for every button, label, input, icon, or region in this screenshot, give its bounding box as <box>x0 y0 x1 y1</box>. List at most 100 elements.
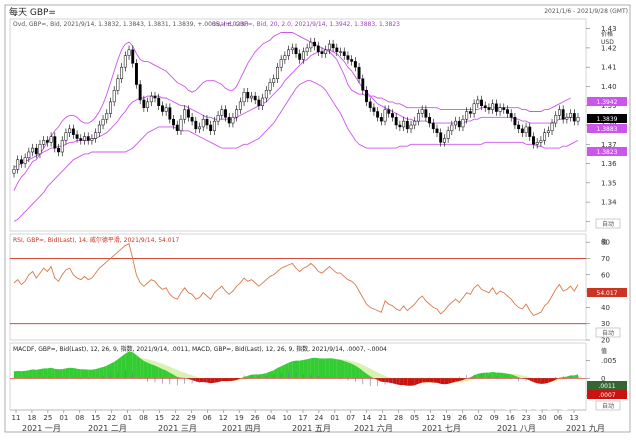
price-tick-label: 1.39 <box>601 102 617 110</box>
candle-body <box>576 117 580 122</box>
macd-area-segment <box>281 364 285 379</box>
rsi-tag-text: 54.017 <box>597 290 618 297</box>
macd-area-segment <box>570 375 575 379</box>
mid-band-tag-text: 1.3883 <box>597 126 618 133</box>
macd-area-segment <box>114 359 118 379</box>
price-auto-button[interactable] <box>595 218 621 229</box>
candle-body <box>242 91 246 103</box>
currency-label: USD <box>601 39 614 46</box>
macd-area-segment <box>40 368 44 379</box>
rsi-auto-button[interactable] <box>595 327 621 338</box>
candle-body <box>379 117 383 122</box>
candle-body <box>331 43 335 49</box>
macd-area-segment <box>225 378 230 382</box>
bband-legend: BBand, GBP=, Bid, 20, 2.0, 2021/9/14, 1.… <box>212 21 400 28</box>
macd-area-segment <box>544 378 549 384</box>
macd-area-segment <box>84 369 89 379</box>
macd-auto-button[interactable] <box>595 400 621 411</box>
macd-area-segment <box>429 378 434 383</box>
candle-body <box>398 124 402 128</box>
price-tick-label: 1.42 <box>601 44 617 52</box>
candle-body <box>272 78 276 83</box>
candle-body <box>86 136 90 141</box>
day-tick-label: 12 <box>219 414 228 422</box>
candle-body <box>190 117 194 122</box>
macd-area-segment <box>62 368 66 379</box>
day-tick-label: 23 <box>522 414 531 422</box>
macd-area-segment <box>333 358 337 379</box>
candle-body <box>287 49 291 56</box>
day-tick-label: 10 <box>283 414 292 422</box>
price-tick-label: 1.40 <box>601 83 617 91</box>
candle-body <box>134 63 138 85</box>
candle-body <box>12 169 16 174</box>
macd-area-segment <box>385 378 389 383</box>
candle-body <box>112 90 116 103</box>
day-tick-label: 01 <box>59 414 68 422</box>
candle-body <box>320 51 324 54</box>
candle-body <box>298 53 302 60</box>
macd-area-segment <box>121 353 126 379</box>
macd-area-segment <box>399 378 404 385</box>
time-axis: 11 18 25 01 08 15 22 01 08 15 22 29 06 12 19 26 04 10 17 24… <box>10 409 605 433</box>
macd-area-segment <box>203 378 207 383</box>
candle-body <box>246 91 250 99</box>
lower-band-line <box>13 80 579 222</box>
rsi-panel: RSI, GBP=, Bid(Last), 14, 威尔德平滑, 2021/9/… <box>9 233 627 345</box>
candle-body <box>160 105 164 112</box>
candle-body <box>480 99 483 106</box>
upper-band-line <box>13 32 571 191</box>
candle-body <box>365 90 368 103</box>
macd-area-segment <box>21 370 26 379</box>
candle-body <box>19 159 23 164</box>
month-label: 2021 三月 <box>158 424 197 433</box>
macd-area-segment <box>303 359 308 379</box>
day-tick-label: 22 <box>107 414 116 422</box>
macd-area-segment <box>25 370 29 379</box>
rsi-tick-label: 70 <box>601 255 610 263</box>
macd-area-segment <box>514 375 519 379</box>
macd-area-segment <box>488 371 493 379</box>
day-tick-label: 08 <box>75 414 84 422</box>
candle-body <box>487 107 491 110</box>
candle-body <box>257 99 261 106</box>
macd-area-segment <box>232 378 237 381</box>
month-label: 2021 七月 <box>422 424 461 433</box>
candle-body <box>201 118 205 128</box>
rsi-tick-label: 20 <box>601 337 610 345</box>
macd-area-segment <box>28 369 33 379</box>
price-axis-label: 价格 <box>601 30 613 38</box>
macd-area-segment <box>485 372 489 379</box>
macd-area-segment <box>344 361 348 379</box>
macd-area-segment <box>136 355 141 379</box>
macd-area-segment <box>448 378 452 384</box>
price-panel-frame <box>9 18 587 232</box>
watermark: FX678 <box>504 393 571 415</box>
candle-body <box>424 109 428 118</box>
candle-body <box>290 47 294 51</box>
price-tick-label: 1.37 <box>601 141 617 149</box>
day-tick-label: 16 <box>506 414 515 422</box>
month-label: 2021 一月 <box>22 424 61 433</box>
macd-area-segment <box>526 378 530 381</box>
candle-body <box>38 144 42 155</box>
last-price-tag <box>587 114 627 123</box>
price-tags: 1.3942 1.3839 1.3883 1.3823 <box>587 97 627 156</box>
macd-area-segment <box>210 378 215 384</box>
candle-body <box>175 124 179 132</box>
macd-area-segment <box>548 378 552 383</box>
macd-tag-2 <box>587 390 627 399</box>
candle-body <box>513 117 517 126</box>
candle-body <box>49 136 53 143</box>
candle-body <box>405 120 409 130</box>
macd-area-segment <box>54 368 59 379</box>
macd-area-segment <box>151 364 155 379</box>
candle-body <box>79 138 83 141</box>
price-tick-label: 1.43 <box>601 25 617 33</box>
candle-body <box>120 66 124 79</box>
macd-value-label: 值 <box>601 347 607 355</box>
rsi-tick-label: 40 <box>601 304 610 312</box>
candle-body <box>64 132 68 141</box>
candle-body <box>45 140 49 143</box>
